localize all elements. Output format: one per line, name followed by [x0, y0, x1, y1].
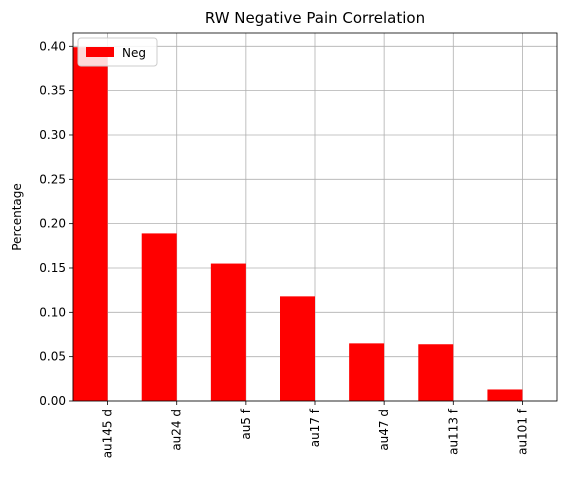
x-tick-label: au101 f [515, 408, 529, 455]
y-tick-label: 0.00 [39, 394, 66, 408]
x-tick-label: au113 f [446, 408, 460, 455]
y-axis-title: Percentage [10, 183, 24, 251]
x-tick-label: au145 d [101, 409, 115, 458]
y-tick-label: 0.35 [39, 84, 66, 98]
x-tick-label: au47 d [377, 409, 391, 451]
x-tick-label: au24 d [170, 409, 184, 451]
y-tick-label: 0.20 [39, 217, 66, 231]
legend: Neg [77, 37, 158, 67]
x-axis-ticks: au145 d au24 d au5 f au17 f au47 d au113 f au1… [101, 401, 529, 458]
bar [210, 263, 246, 401]
y-tick-label: 0.10 [39, 305, 66, 319]
y-tick-label: 0.40 [39, 39, 66, 53]
y-tick-label: 0.30 [39, 128, 66, 142]
bars [72, 47, 523, 401]
legend-swatch [86, 47, 114, 57]
legend-box [77, 37, 158, 67]
bar [72, 47, 108, 401]
y-tick-label: 0.15 [39, 261, 66, 275]
bar [418, 344, 454, 401]
bar [141, 233, 177, 401]
y-tick-label: 0.25 [39, 172, 66, 186]
x-tick-label: au5 f [239, 408, 253, 439]
chart-title: RW Negative Pain Correlation [205, 9, 425, 27]
y-axis-ticks: 0.00 0.05 0.10 0.15 0.20 0.25 0.30 0.35 0.40 [39, 39, 73, 408]
x-tick-label: au17 f [308, 408, 322, 447]
bar [280, 296, 315, 401]
bar [487, 389, 523, 401]
y-tick-label: 0.05 [39, 350, 66, 364]
legend-label: Neg [122, 46, 146, 60]
bar [349, 343, 385, 401]
